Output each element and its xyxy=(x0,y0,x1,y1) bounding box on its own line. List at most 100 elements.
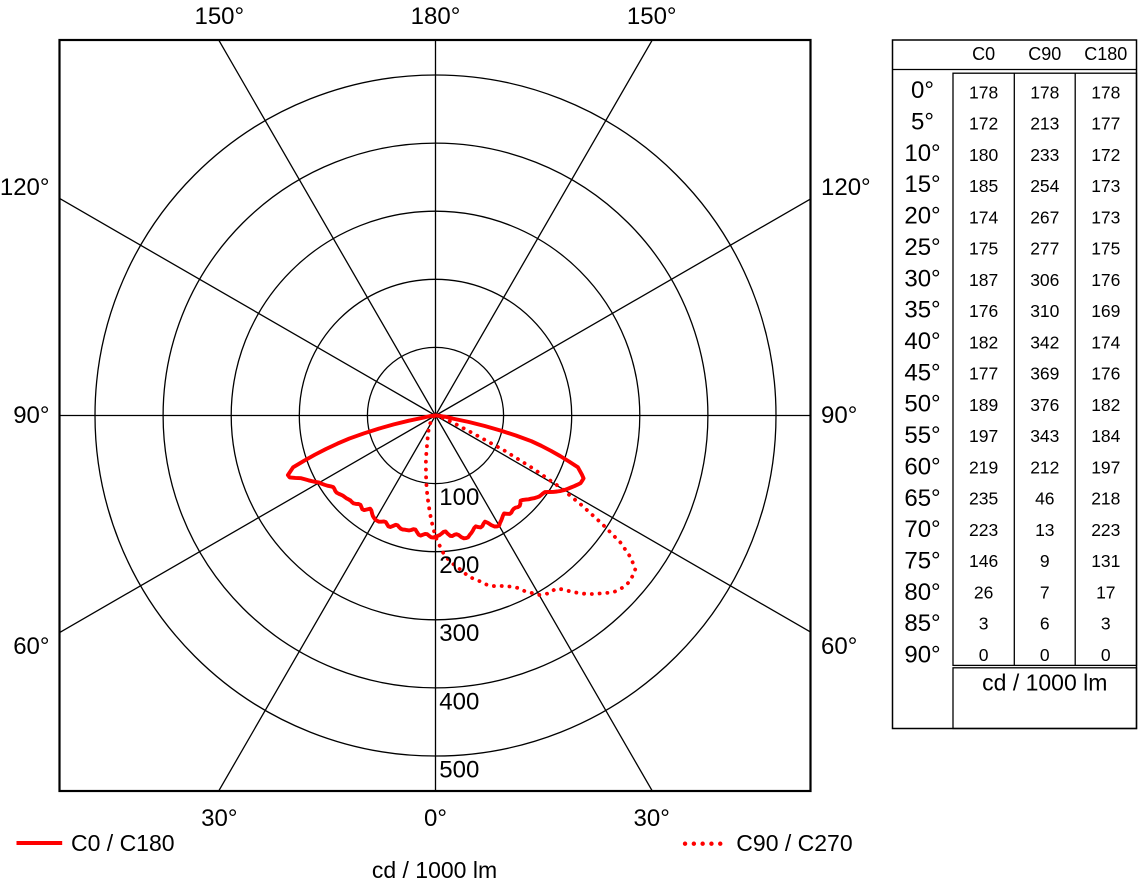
svg-text:3: 3 xyxy=(979,614,989,634)
svg-text:300: 300 xyxy=(439,620,479,647)
svg-text:182: 182 xyxy=(1091,395,1120,415)
svg-text:176: 176 xyxy=(1091,270,1120,290)
svg-text:213: 213 xyxy=(1030,114,1059,134)
svg-text:60°: 60° xyxy=(904,453,940,480)
svg-text:0: 0 xyxy=(1101,645,1111,665)
svg-text:100: 100 xyxy=(439,484,479,511)
svg-text:200: 200 xyxy=(439,552,479,579)
svg-text:176: 176 xyxy=(969,301,998,321)
svg-text:30°: 30° xyxy=(201,805,237,832)
svg-text:176: 176 xyxy=(1091,364,1120,384)
svg-text:65°: 65° xyxy=(904,485,940,512)
svg-text:120°: 120° xyxy=(821,174,871,201)
svg-text:178: 178 xyxy=(1030,82,1059,102)
svg-text:150°: 150° xyxy=(627,3,677,30)
svg-text:C90: C90 xyxy=(1028,44,1061,64)
svg-text:60°: 60° xyxy=(821,633,857,660)
svg-text:180: 180 xyxy=(969,145,998,165)
svg-text:197: 197 xyxy=(1091,457,1120,477)
svg-text:267: 267 xyxy=(1030,207,1059,227)
svg-text:17: 17 xyxy=(1096,582,1115,602)
svg-text:C0: C0 xyxy=(972,44,995,64)
svg-text:7: 7 xyxy=(1040,582,1050,602)
svg-text:45°: 45° xyxy=(904,359,940,386)
svg-text:15°: 15° xyxy=(904,171,940,198)
svg-text:185: 185 xyxy=(969,176,998,196)
svg-text:120°: 120° xyxy=(0,174,50,201)
svg-text:10°: 10° xyxy=(904,140,940,167)
svg-text:3: 3 xyxy=(1101,614,1111,634)
svg-text:0: 0 xyxy=(979,645,989,665)
svg-text:169: 169 xyxy=(1091,301,1120,321)
svg-text:173: 173 xyxy=(1091,207,1120,227)
svg-text:177: 177 xyxy=(1091,114,1120,134)
svg-text:13: 13 xyxy=(1035,520,1054,540)
svg-text:C0 / C180: C0 / C180 xyxy=(71,830,175,856)
svg-text:187: 187 xyxy=(969,270,998,290)
svg-text:C180: C180 xyxy=(1084,44,1127,64)
svg-text:75°: 75° xyxy=(904,548,940,575)
svg-text:26: 26 xyxy=(974,582,993,602)
svg-text:0: 0 xyxy=(1040,645,1050,665)
svg-text:35°: 35° xyxy=(904,297,940,324)
svg-text:172: 172 xyxy=(969,114,998,134)
svg-text:90°: 90° xyxy=(904,642,940,669)
svg-text:254: 254 xyxy=(1030,176,1059,196)
svg-text:197: 197 xyxy=(969,426,998,446)
svg-text:173: 173 xyxy=(1091,176,1120,196)
svg-text:310: 310 xyxy=(1030,301,1059,321)
svg-text:70°: 70° xyxy=(904,516,940,543)
svg-text:219: 219 xyxy=(969,457,998,477)
svg-text:6: 6 xyxy=(1040,614,1050,634)
svg-text:9: 9 xyxy=(1040,551,1050,571)
svg-text:0°: 0° xyxy=(911,77,934,104)
svg-text:235: 235 xyxy=(969,489,998,509)
svg-text:0°: 0° xyxy=(424,805,447,832)
svg-text:cd / 1000 lm: cd / 1000 lm xyxy=(982,670,1107,696)
svg-text:342: 342 xyxy=(1030,332,1059,352)
svg-text:174: 174 xyxy=(1091,332,1120,352)
svg-text:40°: 40° xyxy=(904,328,940,355)
svg-text:500: 500 xyxy=(439,756,479,783)
svg-text:277: 277 xyxy=(1030,239,1059,259)
svg-text:376: 376 xyxy=(1030,395,1059,415)
svg-text:C90 / C270: C90 / C270 xyxy=(736,830,852,856)
svg-text:233: 233 xyxy=(1030,145,1059,165)
svg-text:178: 178 xyxy=(1091,82,1120,102)
svg-text:223: 223 xyxy=(969,520,998,540)
svg-text:182: 182 xyxy=(969,332,998,352)
svg-text:20°: 20° xyxy=(904,203,940,230)
svg-text:5°: 5° xyxy=(911,109,934,136)
svg-text:30°: 30° xyxy=(634,805,670,832)
svg-text:223: 223 xyxy=(1091,520,1120,540)
svg-text:25°: 25° xyxy=(904,234,940,261)
svg-text:184: 184 xyxy=(1091,426,1120,446)
svg-text:30°: 30° xyxy=(904,265,940,292)
svg-text:50°: 50° xyxy=(904,391,940,418)
svg-text:55°: 55° xyxy=(904,422,940,449)
svg-text:180°: 180° xyxy=(411,3,461,30)
svg-text:175: 175 xyxy=(969,239,998,259)
svg-text:400: 400 xyxy=(439,688,479,715)
svg-text:131: 131 xyxy=(1091,551,1120,571)
svg-text:189: 189 xyxy=(969,395,998,415)
svg-text:174: 174 xyxy=(969,207,998,227)
svg-text:80°: 80° xyxy=(904,579,940,606)
svg-text:218: 218 xyxy=(1091,489,1120,509)
svg-text:cd / 1000 lm: cd / 1000 lm xyxy=(372,857,497,883)
svg-text:90°: 90° xyxy=(13,402,49,429)
svg-text:178: 178 xyxy=(969,82,998,102)
svg-text:306: 306 xyxy=(1030,270,1059,290)
svg-text:177: 177 xyxy=(969,364,998,384)
svg-text:60°: 60° xyxy=(13,633,49,660)
svg-text:46: 46 xyxy=(1035,489,1054,509)
svg-text:172: 172 xyxy=(1091,145,1120,165)
svg-text:150°: 150° xyxy=(194,3,244,30)
svg-text:343: 343 xyxy=(1030,426,1059,446)
svg-text:369: 369 xyxy=(1030,364,1059,384)
svg-text:175: 175 xyxy=(1091,239,1120,259)
svg-text:85°: 85° xyxy=(904,610,940,637)
svg-text:146: 146 xyxy=(969,551,998,571)
svg-text:212: 212 xyxy=(1030,457,1059,477)
svg-text:90°: 90° xyxy=(821,402,857,429)
